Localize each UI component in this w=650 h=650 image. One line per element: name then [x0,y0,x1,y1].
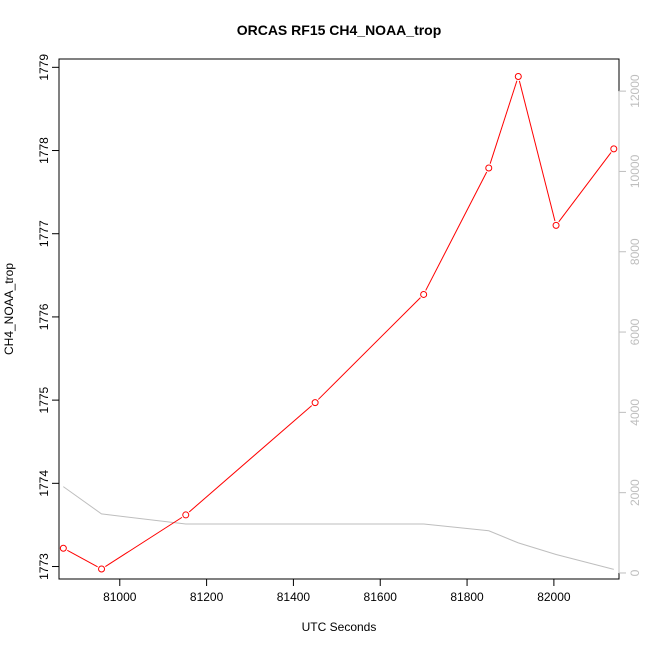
data-point-marker [485,164,493,172]
y2-tick-label: 4000 [628,399,642,426]
data-point-marker [182,511,190,519]
chart-title: ORCAS RF15 CH4_NOAA_trop [237,22,442,38]
primary-series-line-segment [317,297,421,400]
primary-series-line-segment [188,405,313,513]
y2-tick-label: 10000 [628,154,642,188]
y2-tick-label: 2000 [628,479,642,506]
data-point-marker [98,565,106,573]
primary-series-line-segment [67,549,98,568]
primary-series-line-segment [518,80,556,222]
y-axis-label: CH4_NOAA_trop [2,263,16,355]
primary-series-line-segment [558,152,612,223]
data-point-marker [552,221,560,229]
plot-frame [58,58,620,580]
x-axis-label: UTC Seconds [302,620,377,634]
y-tick-label: 1775 [37,386,51,413]
y2-tick-label: 12000 [628,74,642,108]
x-tick-label: 81600 [364,590,398,604]
y-tick-label: 1774 [37,470,51,497]
axes-layer: 81000 81200 81400 81600 81800 82000 1773 1774 17… [37,54,642,604]
y2-tick-label: 0 [628,569,642,576]
x-tick-label: 81000 [103,590,137,604]
y-tick-label: 1777 [37,220,51,247]
primary-series-line-segment [489,80,518,164]
data-point-marker [59,544,67,552]
primary-series-line-segment [425,171,488,291]
y-tick-label: 1779 [37,54,51,81]
data-point-marker [514,72,522,80]
x-tick-label: 82000 [537,590,571,604]
secondary-series-line [63,486,614,570]
y2-tick-label: 6000 [628,318,642,345]
y-tick-label: 1773 [37,553,51,580]
x-tick-label: 81200 [190,590,224,604]
y-tick-label: 1776 [37,303,51,330]
data-point-marker [420,290,428,298]
data-point-marker [311,399,319,407]
y2-tick-label: 8000 [628,238,642,265]
y-tick-label: 1778 [37,137,51,164]
series-layer [59,72,618,573]
x-tick-label: 81800 [450,590,484,604]
data-point-marker [610,145,618,153]
x-tick-label: 81400 [277,590,311,604]
primary-series-line-segment [105,516,183,568]
